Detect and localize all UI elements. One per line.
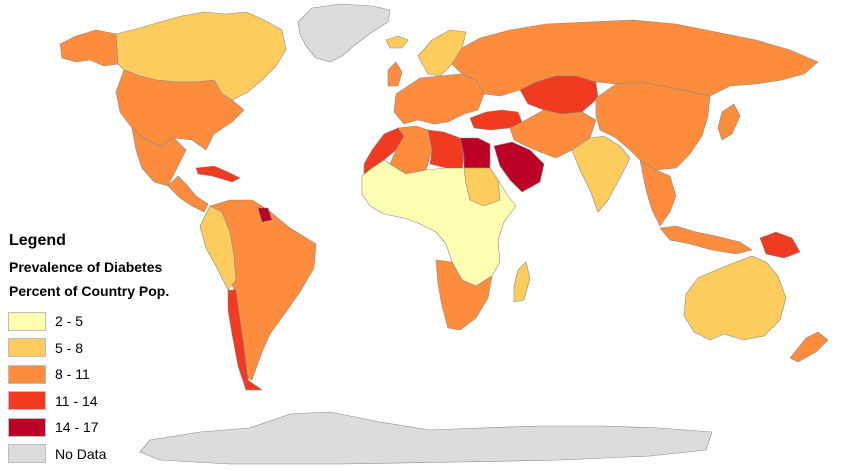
- region-new-zealand: [789, 331, 829, 363]
- region-japan: [717, 103, 741, 141]
- legend-label: 11 - 14: [55, 392, 98, 409]
- region-mexico: [131, 127, 187, 187]
- legend-items: 2 - 5 5 - 8 8 - 11 11 - 14 14 - 17 No Data: [8, 308, 228, 467]
- region-iceland: [385, 35, 409, 49]
- region-egypt: [459, 137, 491, 169]
- legend-item: No Data: [8, 441, 228, 468]
- region-alaska: [59, 29, 119, 67]
- region-australia: [683, 255, 787, 341]
- legend-swatch: [8, 364, 46, 384]
- region-indonesia: [659, 225, 753, 255]
- region-madagascar: [513, 261, 531, 303]
- legend-label: 8 - 11: [55, 366, 90, 383]
- region-guyana: [257, 207, 273, 223]
- legend-label: 2 - 5: [55, 313, 84, 330]
- legend-label: 5 - 8: [55, 339, 84, 356]
- region-west-central-africa: [463, 167, 501, 207]
- region-chile: [227, 289, 263, 391]
- region-uk: [387, 61, 403, 87]
- legend-swatch: [8, 391, 46, 411]
- legend-item: 5 - 8: [8, 335, 228, 362]
- region-antarctica: [139, 411, 713, 465]
- region-southern-africa: [435, 259, 493, 331]
- legend-swatch: [8, 417, 46, 437]
- legend-item: 2 - 5: [8, 308, 228, 335]
- region-central-america: [167, 175, 209, 213]
- region-libya: [427, 129, 465, 171]
- region-andes-west: [199, 205, 237, 291]
- region-greenland: [297, 3, 391, 63]
- legend-item: 11 - 14: [8, 388, 228, 415]
- region-saudi-arabia: [493, 141, 545, 193]
- legend-subtitle-line1: Prevalence of Diabetes: [9, 259, 163, 275]
- region-europe: [393, 73, 485, 125]
- region-caribbean: [195, 165, 241, 183]
- legend-label: 14 - 17: [55, 419, 99, 436]
- legend-subtitle-line2: Percent of Country Pop.: [9, 283, 170, 299]
- region-papua-new-guinea: [759, 231, 801, 259]
- region-india: [571, 135, 631, 213]
- legend-swatch: [8, 311, 46, 331]
- legend-item: 8 - 11: [8, 361, 228, 388]
- legend: Legend Prevalence of Diabetes Percent of…: [8, 232, 228, 467]
- legend-title: Legend: [9, 232, 66, 249]
- region-north-africa-west: [363, 127, 405, 177]
- legend-swatch: [8, 338, 46, 358]
- region-china: [595, 81, 711, 171]
- legend-item: 14 - 17: [8, 414, 228, 441]
- legend-label: No Data: [55, 445, 107, 462]
- region-southeast-asia: [639, 159, 677, 227]
- legend-swatch: [8, 444, 46, 464]
